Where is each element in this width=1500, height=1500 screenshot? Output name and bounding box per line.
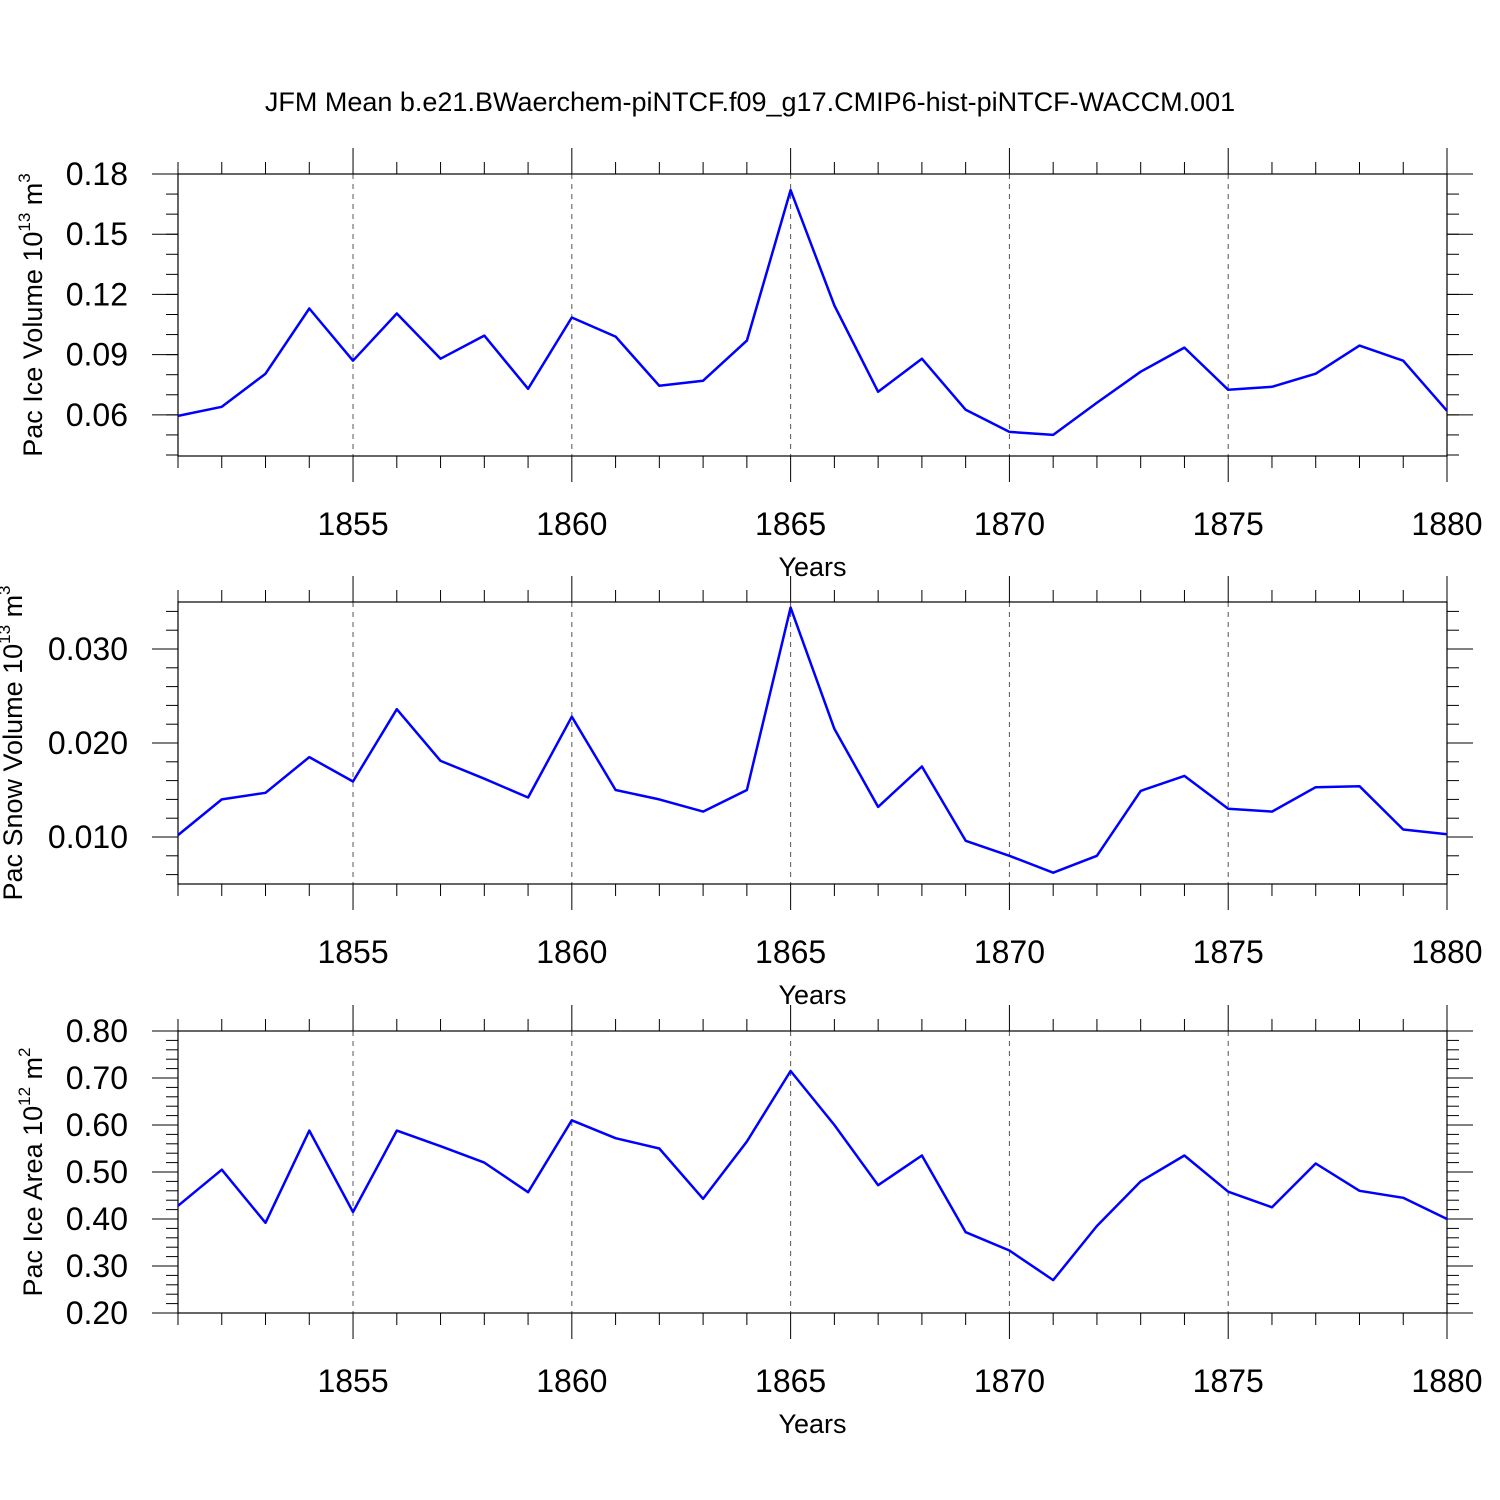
- x-axis-title: Years: [778, 980, 846, 1010]
- x-tick-label: 1860: [536, 934, 607, 970]
- x-tick-label: 1870: [974, 934, 1045, 970]
- x-axis-title: Years: [778, 552, 846, 582]
- series-line: [177, 606, 1448, 874]
- x-tick-label: 1865: [755, 506, 826, 542]
- x-tick-label: 1875: [1193, 1363, 1264, 1399]
- plot-frame: [177, 173, 1448, 457]
- y-tick-label: 0.60: [66, 1107, 128, 1143]
- x-tick-label: 1880: [1411, 1363, 1482, 1399]
- y-tick-label: 0.20: [66, 1295, 128, 1331]
- x-tick-label: 1855: [317, 506, 388, 542]
- y-tick-label: 0.12: [66, 276, 128, 312]
- x-axis-title: Years: [778, 1409, 846, 1439]
- y-axis-title: Pac Ice Volume 1013 m3: [15, 173, 48, 457]
- y-tick-label: 0.09: [66, 337, 128, 373]
- y-tick-label: 0.80: [66, 1013, 128, 1049]
- series-line: [177, 1069, 1448, 1282]
- x-tick-label: 1855: [317, 1363, 388, 1399]
- y-tick-label: 0.18: [66, 156, 128, 192]
- panel-3: 0.20 0.30 0.40 0.50 0.60 0.70 0.80 1855 1860 1865…: [15, 1005, 1483, 1439]
- x-tick-label: 1870: [974, 1363, 1045, 1399]
- y-tick-label: 0.06: [66, 397, 128, 433]
- y-axis-title: Pac Ice Area 1012 m2: [15, 1047, 48, 1296]
- y-tick-label: 0.15: [66, 216, 128, 252]
- y-tick-label: 0.50: [66, 1154, 128, 1190]
- y-tick-label: 0.020: [48, 725, 128, 761]
- plot-frame: [177, 601, 1448, 885]
- x-tick-label: 1865: [755, 1363, 826, 1399]
- chart-title: JFM Mean b.e21.BWaerchem-piNTCF.f09_g17.…: [265, 87, 1235, 117]
- series-line: [177, 188, 1448, 437]
- y-tick-label: 0.030: [48, 631, 128, 667]
- x-tick-label: 1875: [1193, 506, 1264, 542]
- x-tick-label: 1880: [1411, 506, 1482, 542]
- y-tick-label: 0.70: [66, 1060, 128, 1096]
- x-tick-label: 1880: [1411, 934, 1482, 970]
- x-tick-label: 1875: [1193, 934, 1264, 970]
- x-tick-label: 1855: [317, 934, 388, 970]
- panel-1: 0.06 0.09 0.12 0.15 0.18 1855 1860 1865 1870 1875…: [15, 148, 1483, 582]
- x-tick-label: 1860: [536, 1363, 607, 1399]
- y-tick-label: 0.40: [66, 1201, 128, 1237]
- x-tick-label: 1870: [974, 506, 1045, 542]
- x-tick-label: 1865: [755, 934, 826, 970]
- x-tick-label: 1860: [536, 506, 607, 542]
- plot-frame: [177, 1030, 1448, 1314]
- panels: 0.06 0.09 0.12 0.15 0.18 1855 1860 1865 1870 1875…: [0, 148, 1483, 1439]
- y-axis-title: Pac Snow Volume 1013 m3: [0, 585, 28, 900]
- y-tick-label: 0.30: [66, 1248, 128, 1284]
- panel-2: 0.010 0.020 0.030 1855 1860 1865 1870 1875 1880 Y…: [0, 576, 1483, 1010]
- y-tick-label: 0.010: [48, 819, 128, 855]
